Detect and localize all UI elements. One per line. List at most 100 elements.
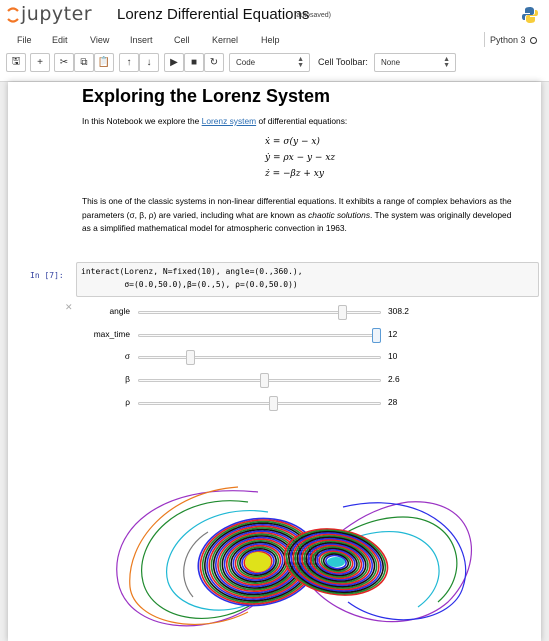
trajectory-loop-right-5 <box>294 535 378 589</box>
menu-kernel[interactable]: Kernel <box>212 35 239 45</box>
equation-y: ẏ = ρx − y − xz <box>265 153 336 163</box>
trajectory-loop-right-19 <box>325 554 347 570</box>
slider-value-3: 2.6 <box>388 374 400 384</box>
description-paragraph: This is one of the classic systems in no… <box>82 195 517 236</box>
equation-z: ż = −βz + xy <box>265 169 324 179</box>
trajectory-loop-left-20 <box>241 549 275 575</box>
trajectory-loop-right-8 <box>301 539 371 585</box>
menubar: File Edit View Insert Cell Kernel Help P… <box>0 30 549 50</box>
slider-track-0[interactable] <box>138 305 381 320</box>
cell-type-select[interactable]: Code ▲ ▼ <box>229 53 310 72</box>
trajectory-orbit-4 <box>342 502 467 621</box>
kernel-indicator[interactable]: Python 3 <box>484 32 546 47</box>
trajectory-loop-right-7 <box>298 537 374 587</box>
cut-button[interactable]: ✂ <box>54 53 74 72</box>
slider-track-3[interactable] <box>138 373 381 388</box>
trajectory-loop-right-12 <box>309 544 363 580</box>
para-italic: chaotic solutions <box>308 209 371 220</box>
slider-label-2: σ <box>124 351 130 361</box>
slider-handle-4[interactable] <box>269 396 278 411</box>
trajectory-loop-right-16 <box>318 550 354 574</box>
intro-before: In this Notebook we explore the <box>82 116 202 126</box>
menu-edit[interactable]: Edit <box>52 35 68 45</box>
trajectory-loop-right-11 <box>307 543 365 581</box>
select-arrows-icon: ▲ ▼ <box>297 56 304 69</box>
lorenz-system-link[interactable]: Lorenz system <box>201 116 257 126</box>
toolbar: 🖫 + ✂ ⧉ 📋 ↑ ↓ ▶ ■ ↻ Code ▲ ▼ Cell Toolbar… <box>0 53 549 75</box>
attractor-core-right <box>327 557 345 567</box>
cell-toolbar-label: Cell Toolbar: <box>318 57 368 67</box>
paste-button[interactable]: 📋 <box>94 53 114 72</box>
trajectory-loop-left-16 <box>232 543 284 581</box>
trajectory-loop-right-17 <box>320 551 352 573</box>
trajectory-loop-right-4 <box>292 533 380 591</box>
code-input[interactable]: interact(Lorenz, N=fixed(10), angle=(0.,… <box>76 262 539 297</box>
lorenz-attractor-plot <box>116 486 472 627</box>
slider-value-1: 12 <box>388 329 398 339</box>
slider-handle-3[interactable] <box>260 373 269 388</box>
slider-value-2: 10 <box>388 351 398 361</box>
menu-file[interactable]: File <box>17 35 32 45</box>
slider-label-4: ρ <box>125 397 130 407</box>
trajectory-loop-left-18 <box>236 546 280 578</box>
restart-button[interactable]: ↻ <box>204 53 224 72</box>
trajectory-loop-right-2 <box>288 530 384 594</box>
notebook-title[interactable]: Lorenz Differential Equations <box>117 6 310 23</box>
trajectory-loop-right-14 <box>314 547 358 577</box>
kernel-idle-icon <box>529 37 537 44</box>
notebook-container: Exploring the Lorenz System In this Note… <box>8 82 541 641</box>
slider-track-2[interactable] <box>138 350 381 365</box>
menu-insert[interactable]: Insert <box>130 35 153 45</box>
header: jupyter Lorenz Differential Equations (a… <box>0 0 549 82</box>
slider-handle-1[interactable] <box>372 328 381 343</box>
slider-track-1[interactable] <box>138 328 381 343</box>
trajectory-loop-right-9 <box>303 540 369 584</box>
code-line-2: σ=(0.0,50.0),β=(0.,5), ρ=(0.0,50.0)) <box>81 280 298 289</box>
cell-toolbar-value: None <box>381 58 401 67</box>
save-button[interactable]: 🖫 <box>6 53 26 72</box>
python-logo-icon <box>522 7 538 23</box>
kernel-name: Python 3 <box>490 35 526 45</box>
move-up-button[interactable]: ↑ <box>119 53 139 72</box>
slider-handle-0[interactable] <box>338 305 347 320</box>
notebook-heading: Exploring the Lorenz System <box>82 86 331 106</box>
trajectory-loop-left-19 <box>239 547 277 577</box>
paste-icon: 📋 <box>97 57 111 68</box>
menu-view[interactable]: View <box>90 35 110 45</box>
trajectory-loop-right-0 <box>283 528 389 596</box>
trajectory-loop-right-3 <box>290 532 382 592</box>
trajectory-loop-left-2 <box>201 520 315 604</box>
attractor-core-left <box>245 552 271 572</box>
slider-value-4: 28 <box>388 397 398 407</box>
close-output-icon[interactable]: ✕ <box>65 302 73 312</box>
jupyter-logo[interactable]: jupyter <box>6 3 124 27</box>
equation-x: ẋ = σ(y − x) <box>265 137 320 147</box>
run-button[interactable]: ▶ <box>164 53 184 72</box>
slider-value-0: 308.2 <box>388 306 409 316</box>
logo-text: jupyter <box>21 3 93 25</box>
trajectory-loop-right-15 <box>316 549 356 575</box>
insert-cell-button[interactable]: + <box>30 53 50 72</box>
trajectory-orbit-5 <box>183 531 209 598</box>
slider-label-0: angle <box>109 306 131 316</box>
slider-track-4[interactable] <box>138 396 381 411</box>
cell-toolbar-select[interactable]: None ▲ ▼ <box>374 53 456 72</box>
input-prompt: In [7]: <box>30 271 64 280</box>
cut-icon: ✂ <box>59 57 69 68</box>
move-down-button[interactable]: ↓ <box>139 53 159 72</box>
run-icon: ▶ <box>170 57 178 68</box>
copy-button[interactable]: ⧉ <box>74 53 94 72</box>
trajectory-loop-right-13 <box>312 546 360 578</box>
trajectory-loop-right-1 <box>285 529 387 595</box>
menu-cell[interactable]: Cell <box>174 35 190 45</box>
jupyter-arc-icon <box>7 7 19 23</box>
para-part-1: This is one of the classic systems in no… <box>82 196 512 220</box>
menu-help[interactable]: Help <box>261 35 280 45</box>
trajectory-loop-right-6 <box>296 536 376 588</box>
trajectory-loop-left-17 <box>234 544 282 580</box>
slider-handle-2[interactable] <box>186 350 195 365</box>
arrow-up-icon: ↑ <box>126 57 132 68</box>
interrupt-button[interactable]: ■ <box>184 53 204 72</box>
copy-icon: ⧉ <box>80 57 88 68</box>
trajectory-loop-right-18 <box>322 553 350 571</box>
